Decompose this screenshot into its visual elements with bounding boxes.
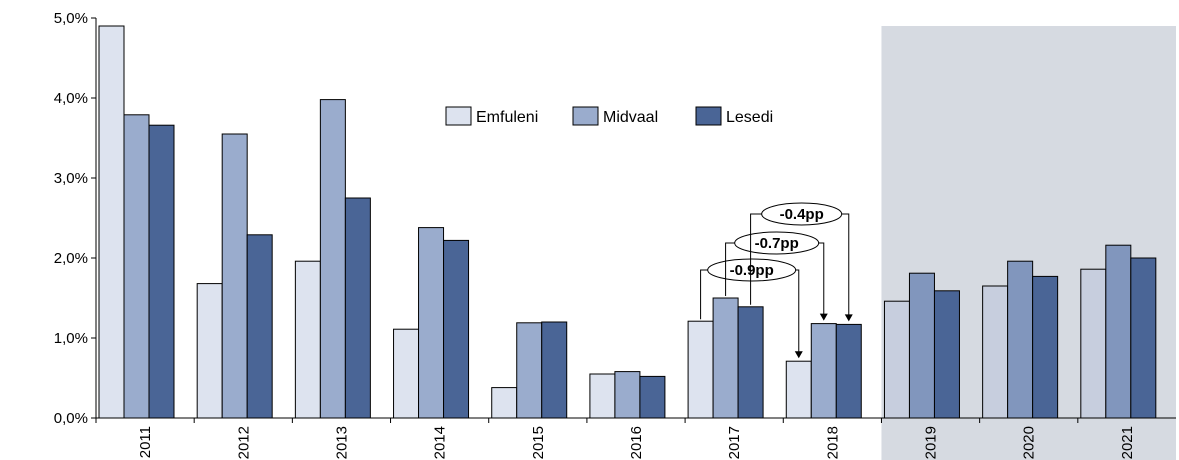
bar-midvaal-2011 [123, 114, 150, 419]
legend-swatch-lesedi [695, 106, 722, 126]
bar-lesedi-2021 [1130, 257, 1157, 419]
annotation-arrowhead [819, 313, 828, 321]
bar-emfuleni-2017 [687, 320, 714, 419]
bar-midvaal-2016 [614, 371, 641, 419]
y-tick-label: 0,0% [54, 410, 88, 427]
x-tick-label-2016: 2016 [628, 426, 645, 459]
bar-lesedi-2014 [443, 239, 470, 419]
bar-emfuleni-2021 [1080, 268, 1107, 419]
bar-emfuleni-2020 [982, 285, 1009, 419]
bar-lesedi-2018 [835, 323, 862, 419]
bar-emfuleni-2016 [589, 373, 616, 419]
y-tick-label: 5,0% [54, 10, 88, 27]
annotation-arrowhead [794, 351, 803, 359]
y-tick-label: 2,0% [54, 250, 88, 267]
x-tick-label-2014: 2014 [432, 426, 449, 459]
bar-emfuleni-2014 [393, 328, 420, 419]
bar-lesedi-2012 [246, 234, 273, 419]
y-tick-label: 1,0% [54, 330, 88, 347]
bar-emfuleni-2012 [196, 283, 223, 419]
x-tick-label-2015: 2015 [530, 426, 547, 459]
x-tick-label-2011: 2011 [137, 426, 154, 458]
bar-emfuleni-2011 [98, 25, 125, 419]
annotation-bubble [761, 202, 843, 226]
bar-midvaal-2020 [1007, 260, 1034, 419]
bar-lesedi-2020 [1032, 275, 1059, 419]
x-tick-label-2021: 2021 [1119, 426, 1136, 459]
x-tick-label-2020: 2020 [1021, 426, 1038, 459]
x-tick-label-2012: 2012 [235, 426, 252, 459]
legend-label-midvaal: Midvaal [603, 109, 658, 126]
annotation-bubble [707, 258, 797, 282]
bar-midvaal-2015 [516, 322, 543, 419]
bar-midvaal-2019 [908, 272, 935, 419]
bar-lesedi-2013 [344, 197, 371, 419]
bar-lesedi-2017 [737, 306, 764, 419]
annotation-bubble [734, 231, 820, 255]
bar-lesedi-2016 [639, 375, 666, 419]
legend-swatch-midvaal [572, 106, 599, 126]
x-tick-label-2018: 2018 [824, 426, 841, 459]
bar-midvaal-2017 [712, 297, 739, 419]
bar-emfuleni-2015 [491, 387, 518, 419]
legend-swatch-emfuleni [445, 106, 472, 126]
bar-emfuleni-2019 [883, 300, 910, 419]
x-tick-label-2017: 2017 [726, 426, 743, 459]
annotation-label: -0.4pp [780, 206, 824, 223]
x-tick-label-2019: 2019 [923, 426, 940, 459]
y-tick-label: 4,0% [54, 90, 88, 107]
bar-midvaal-2014 [418, 227, 445, 419]
bar-midvaal-2018 [810, 323, 837, 419]
y-tick-label: 3,0% [54, 170, 88, 187]
legend-label-lesedi: Lesedi [726, 109, 773, 126]
bar-emfuleni-2018 [785, 360, 812, 419]
bar-lesedi-2015 [541, 321, 568, 419]
annotation-arrowhead [844, 314, 853, 322]
bar-midvaal-2012 [221, 133, 248, 419]
annotation-label: -0.7pp [755, 235, 799, 252]
legend-label-emfuleni: Emfuleni [476, 109, 538, 126]
bar-midvaal-2021 [1105, 244, 1132, 419]
bar-emfuleni-2013 [294, 260, 321, 419]
bar-lesedi-2019 [933, 290, 960, 419]
bar-lesedi-2011 [148, 124, 175, 419]
bar-midvaal-2013 [319, 99, 346, 419]
annotation-label: -0.9pp [730, 262, 774, 279]
x-tick-label-2013: 2013 [333, 426, 350, 459]
